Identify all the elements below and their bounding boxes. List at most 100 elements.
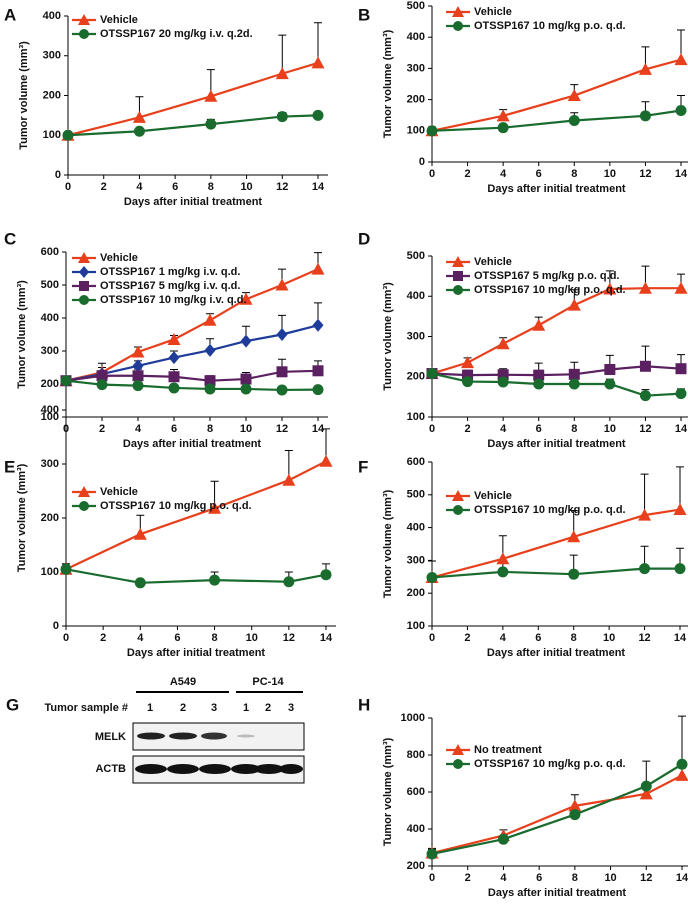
- marker: [568, 115, 580, 127]
- y-tick-label: 100: [41, 566, 59, 578]
- marker: [205, 118, 217, 130]
- marker: [453, 21, 463, 31]
- marker: [204, 383, 216, 395]
- y-tick-label: 200: [407, 587, 425, 599]
- x-tick-label: 6: [174, 632, 180, 644]
- marker: [132, 110, 146, 123]
- y-tick-label: 100: [407, 125, 425, 137]
- chart-panel: H 200 400 600 800 1000 0 2 4 6 8 10 12 14 Days after i…: [358, 695, 688, 899]
- band: [137, 732, 165, 740]
- series-line: [65, 324, 319, 382]
- chart-panel: F 100 200 300 400 500 600 0 2 4 6 8 10 12 14 Days after…: [358, 456, 688, 659]
- group-label: A549: [170, 676, 196, 688]
- marker: [203, 313, 217, 326]
- marker: [673, 503, 687, 516]
- chart-panel: B 0 100 200 300 400 500 0 2 4 6 8 10 12 14 Days after i…: [358, 0, 688, 195]
- x-tick-label: 2: [100, 632, 106, 644]
- band: [201, 732, 227, 740]
- legend-label: OTSSP167 10 mg/kg p.o. q.d.: [474, 284, 626, 296]
- marker: [426, 125, 438, 137]
- y-tick-label: 600: [407, 786, 425, 798]
- x-tick-label: 8: [212, 632, 218, 644]
- band: [231, 764, 261, 774]
- marker: [462, 369, 474, 381]
- marker: [533, 369, 545, 381]
- panel-letter: G: [6, 695, 19, 714]
- marker: [496, 109, 510, 122]
- panel-letter: C: [4, 229, 16, 248]
- x-tick-label: 2: [99, 423, 105, 435]
- marker: [453, 285, 463, 295]
- marker: [604, 364, 616, 376]
- y-tick-label: 100: [43, 129, 61, 141]
- marker: [60, 563, 72, 575]
- legend-label: No treatment: [474, 744, 542, 756]
- error-bar: [640, 473, 649, 516]
- marker: [497, 369, 509, 381]
- marker: [208, 501, 222, 514]
- marker: [452, 6, 464, 17]
- x-tick-label: 12: [639, 423, 651, 435]
- y-tick-label: 400: [407, 290, 425, 302]
- x-tick-label: 2: [465, 423, 471, 435]
- x-tick-label: 10: [240, 181, 252, 193]
- x-tick-label: 2: [465, 872, 471, 884]
- y-axis-label: Tumor volume (mm³): [382, 282, 394, 391]
- y-tick-label: 500: [41, 279, 59, 291]
- panel-letter: E: [4, 457, 15, 476]
- x-tick-label: 0: [63, 632, 69, 644]
- marker: [426, 368, 438, 380]
- marker: [532, 318, 546, 331]
- x-tick-label: 12: [638, 632, 650, 644]
- x-tick-label: 8: [207, 423, 213, 435]
- x-tick-label: 14: [675, 168, 688, 180]
- x-tick-label: 6: [536, 168, 542, 180]
- x-axis-label: Days after initial treatment: [487, 183, 625, 195]
- marker: [60, 375, 72, 387]
- error-bar: [676, 466, 684, 510]
- error-bar: [678, 715, 686, 765]
- marker: [311, 262, 325, 275]
- y-tick-label: 500: [407, 0, 425, 12]
- y-tick-label: 600: [407, 456, 425, 468]
- panel-letter: A: [4, 5, 16, 24]
- marker: [638, 62, 652, 75]
- marker: [275, 67, 289, 80]
- marker: [567, 298, 581, 311]
- x-tick-label: 2: [465, 168, 471, 180]
- marker: [568, 799, 582, 812]
- marker: [567, 530, 581, 543]
- marker: [453, 505, 463, 515]
- x-tick-label: 2: [101, 181, 107, 193]
- marker: [452, 744, 464, 755]
- series-line: [65, 379, 319, 392]
- marker: [496, 552, 510, 565]
- marker: [639, 360, 651, 372]
- marker: [312, 384, 324, 396]
- series-line: [431, 365, 682, 377]
- sample-label: Tumor sample #: [44, 702, 128, 714]
- marker: [79, 501, 89, 511]
- y-axis-label: Tumor volume (mm³): [16, 463, 28, 572]
- marker: [319, 454, 333, 467]
- marker: [134, 577, 146, 589]
- marker: [675, 768, 688, 781]
- marker: [79, 266, 89, 278]
- y-tick-label: 600: [41, 246, 59, 258]
- series-line: [65, 369, 319, 382]
- x-tick-label: 14: [320, 632, 333, 644]
- marker: [131, 345, 145, 358]
- legend-label: OTSSP167 10 mg/kg p.o. q.d.: [100, 500, 252, 512]
- x-tick-label: 10: [604, 872, 616, 884]
- marker: [567, 89, 581, 102]
- y-tick-label: 400: [41, 312, 59, 324]
- series-line: [65, 268, 319, 382]
- y-tick-label: 300: [43, 50, 61, 62]
- marker: [426, 571, 438, 583]
- y-tick-label: 400: [407, 823, 425, 835]
- marker: [167, 332, 181, 345]
- marker: [96, 370, 108, 382]
- marker: [497, 566, 509, 578]
- row-label: MELK: [95, 731, 126, 743]
- marker: [239, 292, 253, 305]
